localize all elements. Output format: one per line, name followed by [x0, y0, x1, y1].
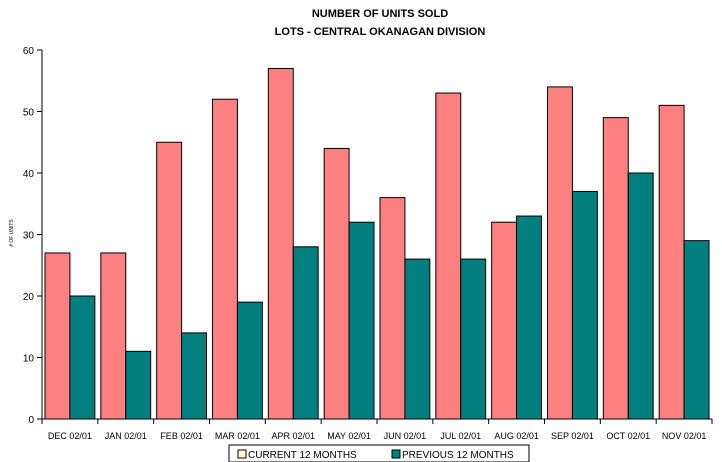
bar-current-5 — [323, 147, 350, 420]
bar-current-2 — [156, 141, 183, 420]
bar-previous-5 — [348, 221, 375, 420]
x-tick-label: APR 02/01 — [271, 431, 315, 441]
x-tick-label: AUG 02/01 — [494, 431, 539, 441]
bars-group — [44, 67, 710, 420]
x-tick-label: JUL 02/01 — [440, 431, 481, 441]
legend-label-current: CURRENT 12 MONTHS — [248, 450, 357, 461]
x-tick-label: SEP 02/01 — [551, 431, 594, 441]
bar-current-0 — [44, 252, 71, 420]
bar-current-11 — [658, 104, 685, 420]
legend-box — [228, 444, 530, 462]
y-tick-label: 20 — [23, 292, 35, 303]
legend-swatch-previous — [391, 449, 401, 459]
y-tick-label: 0 — [28, 415, 34, 426]
x-tick-label: MAR 02/01 — [215, 431, 260, 441]
x-ticks-group: DEC 02/01 JAN 02/01 FEB 02/01 MAR 02/01 APR … — [41, 419, 713, 441]
x-tick-label: MAY 02/01 — [327, 431, 371, 441]
bar-current-4 — [267, 67, 294, 420]
x-tick-label: NOV 02/01 — [662, 431, 707, 441]
y-ticks-group: 0 10 20 30 40 50 60 — [23, 46, 42, 426]
y-tick-label: 30 — [23, 231, 35, 242]
chart-title: NUMBER OF UNITS SOLD — [312, 8, 448, 20]
y-tick-label: 60 — [23, 46, 35, 57]
bar-current-10 — [602, 117, 629, 420]
bar-previous-9 — [571, 190, 598, 420]
y-tick-label: 50 — [23, 108, 35, 119]
bar-previous-2 — [181, 332, 208, 420]
x-tick-label: JAN 02/01 — [105, 431, 147, 441]
bar-previous-6 — [404, 258, 431, 420]
bar-previous-3 — [236, 301, 263, 420]
bar-previous-10 — [627, 172, 654, 420]
bar-current-8 — [491, 221, 518, 420]
y-axis-label: # OF UNITS — [9, 219, 15, 247]
bar-previous-8 — [516, 215, 543, 420]
x-tick-label: FEB 02/01 — [160, 431, 203, 441]
x-tick-label: JUN 02/01 — [384, 431, 427, 441]
y-tick-label: 10 — [23, 354, 35, 365]
y-tick-label: 40 — [23, 169, 35, 180]
legend: CURRENT 12 MONTHS PREVIOUS 12 MONTHS — [228, 444, 530, 462]
bar-previous-11 — [683, 240, 710, 420]
bar-current-3 — [212, 98, 238, 420]
bar-previous-1 — [125, 350, 152, 420]
bar-current-7 — [435, 92, 462, 420]
bar-current-9 — [547, 86, 573, 420]
bar-current-6 — [379, 197, 406, 420]
bar-previous-4 — [292, 246, 319, 420]
bar-current-1 — [100, 252, 127, 420]
bar-previous-0 — [69, 295, 96, 420]
legend-swatch-current — [237, 449, 247, 459]
bar-previous-7 — [460, 258, 487, 420]
chart-subtitle: LOTS - CENTRAL OKANAGAN DIVISION — [275, 26, 486, 38]
x-tick-label: DEC 02/01 — [48, 431, 92, 441]
legend-label-previous: PREVIOUS 12 MONTHS — [402, 450, 514, 461]
x-tick-label: OCT 02/01 — [606, 431, 650, 441]
